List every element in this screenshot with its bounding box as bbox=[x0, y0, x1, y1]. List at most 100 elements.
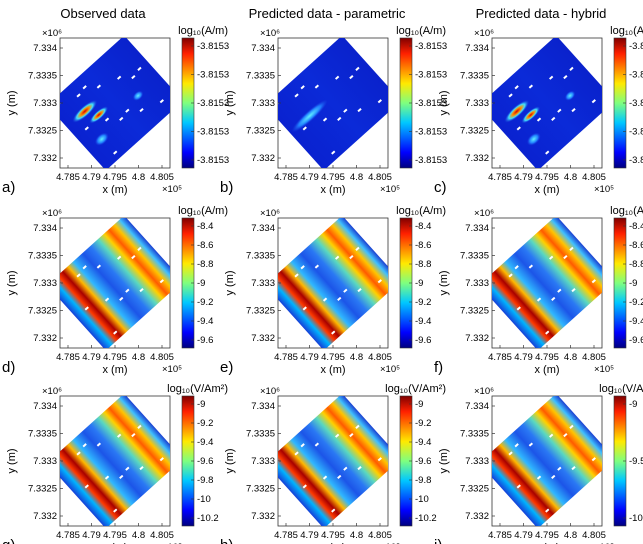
data-gap bbox=[84, 306, 89, 311]
data-gap bbox=[551, 296, 556, 301]
x-tick-label: 4.785 bbox=[56, 530, 80, 541]
data-gap bbox=[113, 150, 118, 155]
data-gap bbox=[357, 107, 362, 113]
y-tick-label: 7.3325 bbox=[460, 484, 489, 495]
data-gap bbox=[591, 99, 596, 104]
y-tick-label: 7.3325 bbox=[246, 126, 275, 137]
colorbar-tick-label: -3.815 bbox=[629, 155, 643, 166]
colorbar-tick-label: -3.8153 bbox=[415, 41, 447, 52]
y-tick-label: 7.3335 bbox=[246, 429, 275, 440]
colorbar-tick-label: -3.8153 bbox=[197, 41, 229, 52]
data-gap bbox=[355, 66, 360, 71]
x-tick-label: 4.795 bbox=[535, 352, 559, 363]
colorbar-tick-label: -3.8153 bbox=[415, 155, 447, 166]
column-title-observed: Observed data bbox=[60, 6, 146, 21]
colorbar-tick-label: -9.8 bbox=[197, 475, 213, 486]
y-axis-label: y (m) bbox=[224, 448, 236, 473]
x-axis-label: x (m) bbox=[320, 542, 345, 544]
y-tick-label: 7.3325 bbox=[28, 126, 57, 137]
x-tick-label: 4.8 bbox=[132, 172, 145, 183]
x-tick-label: 4.795 bbox=[535, 530, 559, 541]
y-tick-label: 7.3335 bbox=[246, 71, 275, 82]
x-tick-label: 4.805 bbox=[368, 172, 392, 183]
y-tick-label: 7.3335 bbox=[28, 429, 57, 440]
colorbar-tick-label: -3.815 bbox=[629, 70, 643, 81]
data-gap bbox=[549, 255, 554, 260]
data-gap bbox=[536, 475, 542, 480]
colorbar-tick-label: -9 bbox=[629, 399, 637, 410]
data-gap bbox=[314, 442, 320, 447]
panel-label: a) bbox=[2, 179, 15, 196]
y-tick-label: 7.333 bbox=[33, 456, 57, 467]
rotated-grid bbox=[492, 218, 602, 348]
colorbar-tick-label: -8.6 bbox=[415, 240, 431, 251]
data-gap bbox=[357, 465, 362, 471]
y-axis-label: y (m) bbox=[224, 90, 236, 115]
data-gap bbox=[137, 66, 142, 71]
panel-i: 4.785 4.79 4.795 4.8 4.805 7.334 7.3335 7.333 7.… bbox=[434, 383, 643, 544]
x-exponent: ×10⁵ bbox=[162, 364, 182, 375]
x-tick-label: 4.805 bbox=[582, 172, 606, 183]
x-tick-label: 4.79 bbox=[300, 172, 319, 183]
x-tick-label: 4.785 bbox=[274, 352, 298, 363]
colorbar-tick-label: -9.2 bbox=[197, 418, 213, 429]
colorbar-tick-label: -9.6 bbox=[629, 335, 643, 346]
data-gap bbox=[82, 443, 87, 448]
data-gap bbox=[508, 93, 513, 98]
colorbar-tick-label: -8.8 bbox=[415, 259, 431, 270]
anomaly-mid bbox=[291, 99, 328, 133]
panel-d: 4.785 4.79 4.795 4.8 4.805 7.334 7.3335 7.333 7.… bbox=[2, 205, 228, 376]
data-gap bbox=[337, 474, 342, 479]
data-gap bbox=[322, 475, 328, 480]
colorbar-tick-label: -10 bbox=[629, 513, 643, 524]
colorbar-label: log₁₀(V/Am²) bbox=[385, 383, 446, 395]
data-gap bbox=[331, 330, 336, 335]
y-tick-label: 7.333 bbox=[465, 278, 489, 289]
x-tick-label: 4.805 bbox=[582, 352, 606, 363]
colorbar-tick-label: -9.2 bbox=[629, 297, 643, 308]
x-tick-label: 4.8 bbox=[132, 530, 145, 541]
data-gap bbox=[349, 74, 354, 80]
data-gap bbox=[343, 466, 348, 471]
y-exponent: ×10⁶ bbox=[42, 386, 62, 397]
colorbar-tick-label: -8.4 bbox=[415, 221, 431, 232]
y-tick-label: 7.333 bbox=[251, 98, 275, 109]
colorbar-tick-label: -3.815 bbox=[629, 127, 643, 138]
colorbar-tick-label: -8.6 bbox=[629, 240, 643, 251]
anomaly-mid bbox=[564, 90, 576, 101]
data-gap bbox=[117, 433, 122, 438]
colorbar-tick-label: -9.4 bbox=[415, 437, 431, 448]
anomaly-high bbox=[89, 106, 109, 124]
colorbar-tick-label: -10 bbox=[415, 494, 429, 505]
y-tick-label: 7.332 bbox=[251, 333, 275, 344]
y-exponent: ×10⁶ bbox=[474, 208, 494, 219]
x-tick-label: 4.785 bbox=[56, 352, 80, 363]
data-gap bbox=[355, 424, 360, 429]
panel-label: e) bbox=[220, 359, 233, 376]
survey-area bbox=[60, 38, 170, 168]
y-tick-label: 7.333 bbox=[33, 98, 57, 109]
data-gap bbox=[82, 265, 87, 270]
rotated-grid bbox=[492, 38, 602, 168]
data-gap bbox=[545, 508, 550, 513]
x-tick-label: 4.795 bbox=[321, 172, 345, 183]
panel-a: 4.785 4.79 4.795 4.8 4.805 7.334 7.3335 7.333 7.… bbox=[2, 25, 229, 196]
x-tick-label: 4.79 bbox=[82, 352, 101, 363]
colorbar-tick-label: -3.8153 bbox=[197, 98, 229, 109]
data-gap bbox=[337, 116, 342, 121]
panel-label: h) bbox=[220, 537, 233, 544]
heatmap-layer bbox=[278, 218, 388, 348]
x-exponent: ×10⁵ bbox=[162, 184, 182, 195]
data-gap bbox=[545, 150, 550, 155]
survey-area bbox=[278, 218, 388, 348]
data-gap bbox=[314, 84, 320, 89]
panel-e: 4.785 4.79 4.795 4.8 4.805 7.334 7.3335 7.333 7.… bbox=[220, 205, 446, 376]
data-gap bbox=[337, 296, 342, 301]
colorbar-tick-label: -9.6 bbox=[415, 335, 431, 346]
data-gap bbox=[571, 465, 576, 471]
data-gap bbox=[349, 432, 354, 438]
data-gap bbox=[331, 150, 336, 155]
colorbar-tick-label: -9 bbox=[629, 278, 637, 289]
anomaly-mid bbox=[94, 132, 109, 146]
x-axis-label: x (m) bbox=[534, 184, 559, 196]
